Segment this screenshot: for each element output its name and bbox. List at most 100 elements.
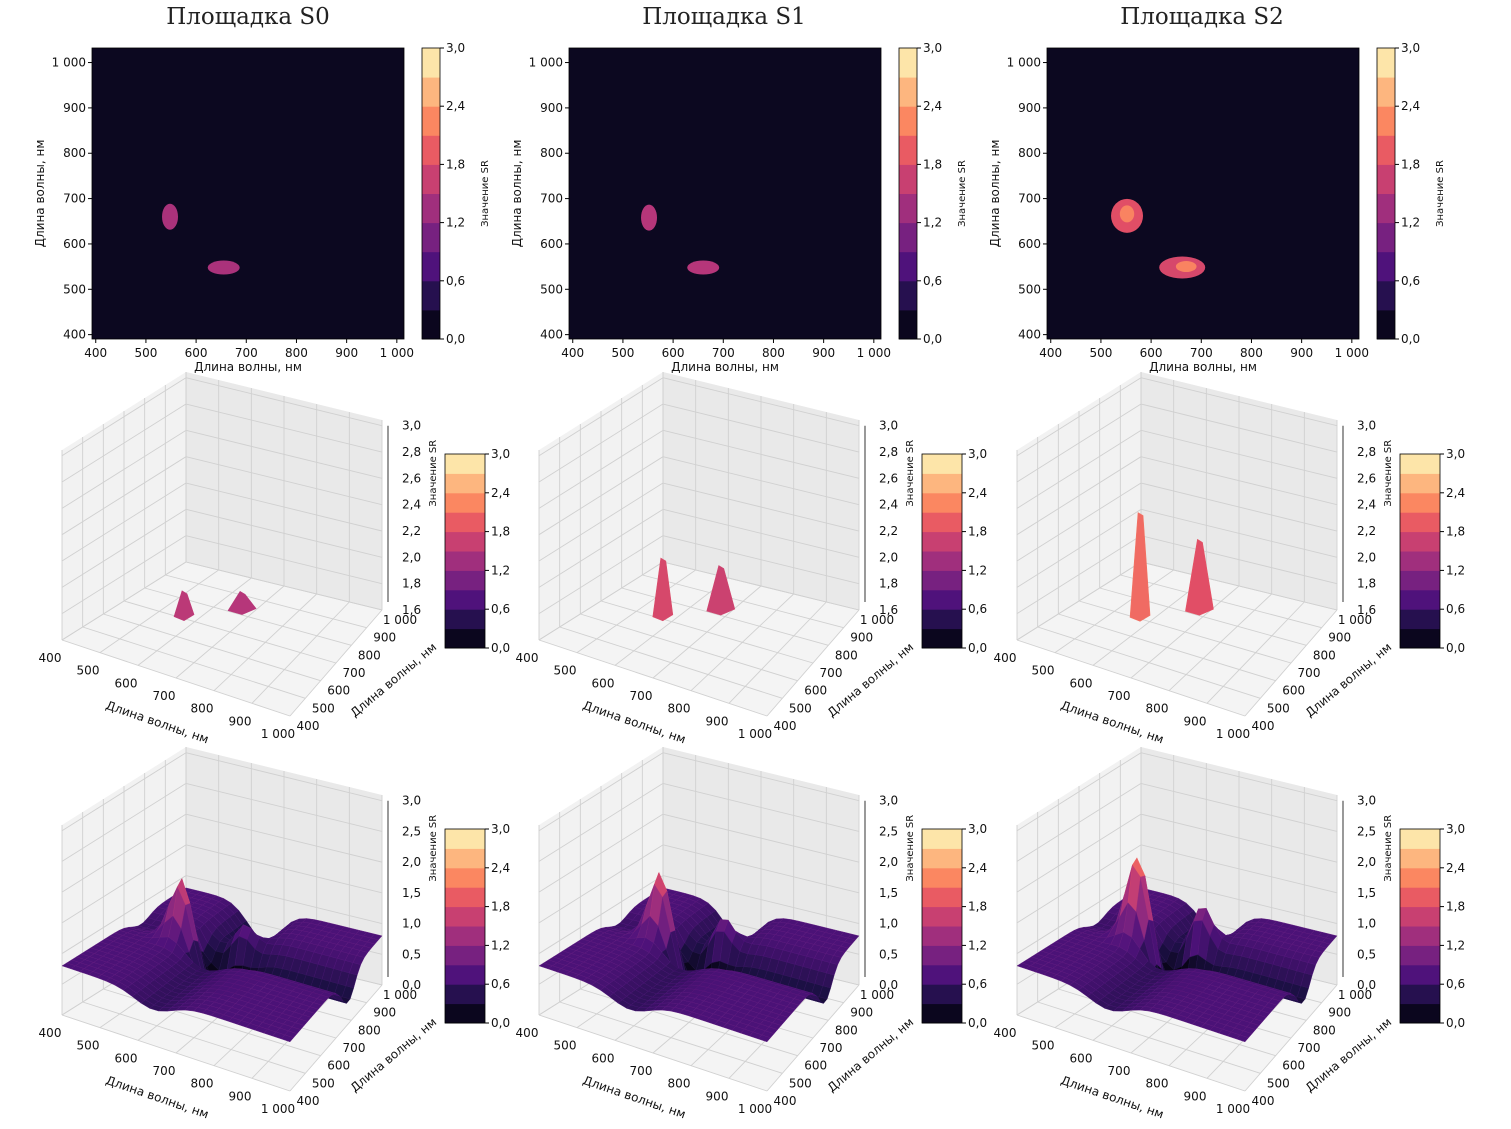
colorbar-bin bbox=[445, 848, 485, 869]
z-axis-label: Значение SR bbox=[1383, 815, 1394, 882]
z-tick-label: 3,0 bbox=[1357, 419, 1376, 433]
x-tick-label: 900 bbox=[1184, 1089, 1207, 1103]
colorbar-bin bbox=[1377, 106, 1395, 136]
x-tick-label: 1 000 bbox=[738, 1102, 772, 1116]
colorbar-frame bbox=[898, 47, 918, 340]
colorbar-tick-label: 1,2 bbox=[1446, 938, 1465, 952]
colorbar-bin bbox=[922, 1003, 962, 1024]
colorbar-tick-label: 1,8 bbox=[1401, 157, 1420, 171]
grid-line bbox=[538, 844, 664, 924]
colorbar-tick-label: 1,8 bbox=[968, 900, 987, 914]
x-tick-label: 1 000 bbox=[738, 727, 772, 741]
colorbar-tick-label: 0,6 bbox=[1401, 274, 1420, 288]
x-tick-label: 1 000 bbox=[261, 1102, 295, 1116]
colorbar-tick-label: 3,0 bbox=[1401, 41, 1420, 55]
z-tick-label: 3,0 bbox=[402, 419, 421, 433]
colorbar-tick-label: 1,2 bbox=[491, 938, 510, 952]
colorbar-bin bbox=[422, 106, 440, 136]
colorbar-bin bbox=[922, 551, 962, 571]
y-tick-label: 900 bbox=[63, 101, 86, 115]
x-tick-label: 400 bbox=[994, 651, 1017, 665]
colorbar-bin bbox=[1400, 906, 1440, 927]
x-tick-label: 400 bbox=[516, 1026, 539, 1040]
colorbar-tick-label: 3,0 bbox=[446, 41, 465, 55]
z-tick-label: 1,0 bbox=[402, 917, 421, 931]
heatmap-background bbox=[92, 48, 404, 339]
y-tick-label: 400 bbox=[1252, 1094, 1275, 1108]
x-tick-label: 500 bbox=[611, 346, 634, 360]
colorbar-label: Значение SR bbox=[1435, 160, 1446, 227]
z-tick-label: 3,0 bbox=[1357, 794, 1376, 808]
y-tick-label: 800 bbox=[835, 1023, 858, 1037]
surface-peak bbox=[227, 591, 257, 615]
colorbar-tick-label: 3,0 bbox=[1446, 447, 1465, 461]
x-tick-label: 900 bbox=[335, 346, 358, 360]
z-tick-label: 1,0 bbox=[1357, 917, 1376, 931]
grid-line bbox=[538, 752, 664, 832]
x-tick-label: 500 bbox=[554, 1039, 577, 1053]
y-tick-label: 700 bbox=[343, 1041, 366, 1055]
y-tick-label: 600 bbox=[1018, 237, 1041, 251]
colorbar-tick-label: 1,8 bbox=[491, 900, 510, 914]
colorbar-bin bbox=[422, 164, 440, 194]
colorbar-tick-label: 1,8 bbox=[923, 157, 942, 171]
grid-line bbox=[766, 609, 860, 717]
x-tick-label: 600 bbox=[1070, 1051, 1093, 1065]
colorbar-bin bbox=[1400, 1003, 1440, 1024]
x-tick-label: 400 bbox=[39, 1026, 62, 1040]
colorbar-bin bbox=[445, 531, 485, 552]
colorbar-bin bbox=[1400, 848, 1440, 869]
y-tick-label: 1 000 bbox=[860, 613, 894, 627]
colorbar-bin bbox=[422, 48, 440, 78]
x-tick-label: 800 bbox=[285, 346, 308, 360]
grid-line bbox=[185, 813, 383, 863]
heatmap-blob bbox=[687, 260, 720, 275]
x-tick-label: 700 bbox=[235, 346, 258, 360]
colorbar-bin bbox=[899, 193, 917, 224]
y-tick-label: 400 bbox=[540, 328, 563, 342]
colorbar-bin bbox=[899, 251, 917, 282]
colorbar-tick-label: 2,4 bbox=[491, 486, 510, 500]
heatmap-frame bbox=[568, 47, 882, 340]
x-tick-label: 600 bbox=[185, 346, 208, 360]
colorbar-bin bbox=[922, 628, 962, 649]
grid-line bbox=[185, 482, 383, 532]
colorbar-bin bbox=[1400, 887, 1440, 908]
colorbar-bin bbox=[1400, 628, 1440, 649]
colorbar-bin bbox=[899, 106, 917, 136]
colorbar-frame bbox=[444, 828, 486, 1024]
z-tick-label: 2,6 bbox=[879, 471, 898, 485]
grid-line bbox=[766, 984, 860, 1092]
z-tick-label: 2,0 bbox=[402, 855, 421, 869]
x-tick-label: 1 000 bbox=[261, 727, 295, 741]
y-tick-label: 700 bbox=[1298, 666, 1321, 680]
grid-line bbox=[538, 783, 664, 862]
colorbar-bin bbox=[1400, 492, 1440, 513]
x-tick-label: 1 000 bbox=[1335, 346, 1369, 360]
grid-line bbox=[662, 844, 860, 894]
colorbar-tick-label: 3,0 bbox=[968, 822, 987, 836]
x-tick-label: 500 bbox=[554, 664, 577, 678]
grid-line bbox=[185, 782, 383, 832]
colorbar-bin bbox=[922, 473, 962, 494]
z-tick-label: 1,5 bbox=[879, 886, 898, 900]
colorbar-tick-label: 0,0 bbox=[1446, 641, 1465, 655]
colorbar-tick-label: 0,0 bbox=[968, 641, 987, 655]
grid-line bbox=[538, 377, 664, 457]
column-title-s1: Площадка S1 bbox=[642, 4, 806, 30]
surface-peak bbox=[1129, 512, 1151, 622]
grid-line bbox=[1016, 508, 1142, 588]
y-tick-label: 500 bbox=[1018, 282, 1041, 296]
colorbar-tick-label: 3,0 bbox=[923, 41, 942, 55]
colorbar-label: Значение SR bbox=[480, 160, 491, 227]
grid-line bbox=[185, 429, 383, 479]
grid-line bbox=[1140, 844, 1338, 894]
colorbar-bin bbox=[1377, 193, 1395, 224]
heatmap-blob bbox=[207, 260, 240, 275]
z-tick-label: 1,5 bbox=[1357, 886, 1376, 900]
z-tick-label: 1,5 bbox=[402, 886, 421, 900]
colorbar-tick-label: 1,8 bbox=[446, 157, 465, 171]
y-tick-label: 700 bbox=[820, 666, 843, 680]
